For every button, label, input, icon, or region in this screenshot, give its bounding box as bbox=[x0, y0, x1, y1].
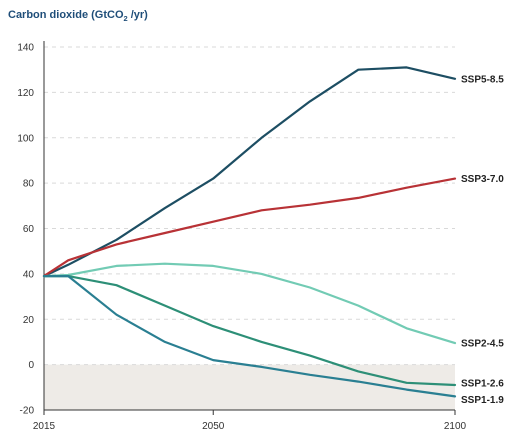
y-tick-label: -20 bbox=[20, 406, 35, 417]
x-tick-label: 2100 bbox=[444, 421, 467, 432]
y-tick-label: 80 bbox=[23, 179, 35, 190]
series-line-ssp3-7-0 bbox=[42, 177, 457, 278]
x-tick-label: 2015 bbox=[33, 421, 56, 432]
series-line-ssp2-4-5 bbox=[42, 262, 457, 345]
y-tick-label: 20 bbox=[23, 315, 35, 326]
x-tick-label: 2050 bbox=[202, 421, 225, 432]
chart-title-main: Carbon dioxide (GtCO bbox=[8, 9, 124, 21]
series-line-ssp1-1-9 bbox=[42, 275, 457, 398]
series-line-ssp5-8-5 bbox=[42, 66, 457, 278]
series-line-ssp1-2-6 bbox=[42, 275, 457, 387]
axes: 140 120 100 80 60 40 20 0 -20 2015 2050 2100 bbox=[17, 41, 467, 432]
gridlines bbox=[44, 46, 455, 366]
y-tick-label: 0 bbox=[28, 360, 34, 371]
chart-title-tail: /yr) bbox=[128, 9, 149, 21]
chart-title-subscript: 2 bbox=[124, 14, 128, 23]
series-label-ssp2-4-5: SSP2-4.5 bbox=[461, 339, 504, 350]
y-tick-label: 60 bbox=[23, 224, 35, 235]
y-tick-label: 120 bbox=[17, 88, 34, 99]
y-tick-label: 100 bbox=[17, 133, 34, 144]
chart-title: Carbon dioxide (GtCO2 /yr) bbox=[8, 9, 148, 23]
series-label-ssp5-8-5: SSP5-8.5 bbox=[461, 74, 504, 85]
series-labels: SSP5-8.5 SSP3-7.0 SSP2-4.5 SSP1-2.6 SSP1-1.9 bbox=[461, 74, 504, 406]
y-tick-label: 140 bbox=[17, 43, 34, 54]
series-label-ssp3-7-0: SSP3-7.0 bbox=[461, 174, 504, 185]
series-label-ssp1-2-6: SSP1-2.6 bbox=[461, 379, 504, 390]
y-tick-label: 40 bbox=[23, 269, 35, 280]
series-label-ssp1-1-9: SSP1-1.9 bbox=[461, 395, 504, 406]
series-lines bbox=[42, 66, 457, 398]
